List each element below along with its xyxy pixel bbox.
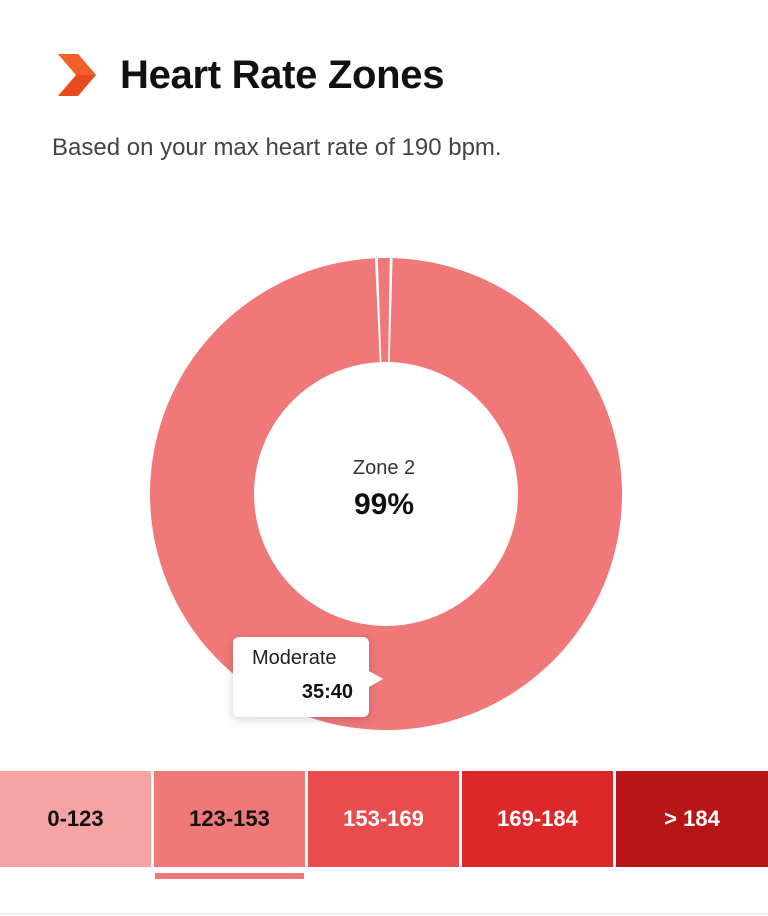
donut-chart-svg	[149, 258, 622, 730]
zone-selector: 0-123 123-153 153-169 169-184 > 184	[0, 771, 768, 867]
donut-slice-1[interactable]	[377, 258, 390, 363]
page-header: Heart Rate Zones	[54, 52, 444, 98]
zone-4-button[interactable]: 169-184	[462, 771, 613, 867]
divider	[0, 913, 768, 915]
tooltip: Moderate 35:40	[233, 637, 383, 717]
zone-5-button[interactable]: > 184	[616, 771, 768, 867]
zone-2-button[interactable]: 123-153	[154, 771, 305, 867]
tooltip-time: 35:40	[301, 681, 353, 703]
zone-3-button[interactable]: 153-169	[308, 771, 459, 867]
selected-zone-indicator	[155, 873, 304, 879]
tooltip-notch	[369, 671, 383, 687]
zone-1-button[interactable]: 0-123	[0, 771, 151, 867]
chevron-right-icon	[58, 54, 96, 96]
donut-slice-0[interactable]	[149, 258, 622, 730]
center-percent: 99%	[353, 488, 415, 521]
center-zone-label: Zone 2	[352, 457, 416, 479]
page-title: Heart Rate Zones	[120, 52, 445, 97]
subtitle: Based on your max heart rate of 190 bpm.	[52, 134, 502, 161]
donut-chart: Zone 2 99%	[149, 258, 622, 730]
tooltip-zone-name: Moderate	[252, 647, 337, 669]
